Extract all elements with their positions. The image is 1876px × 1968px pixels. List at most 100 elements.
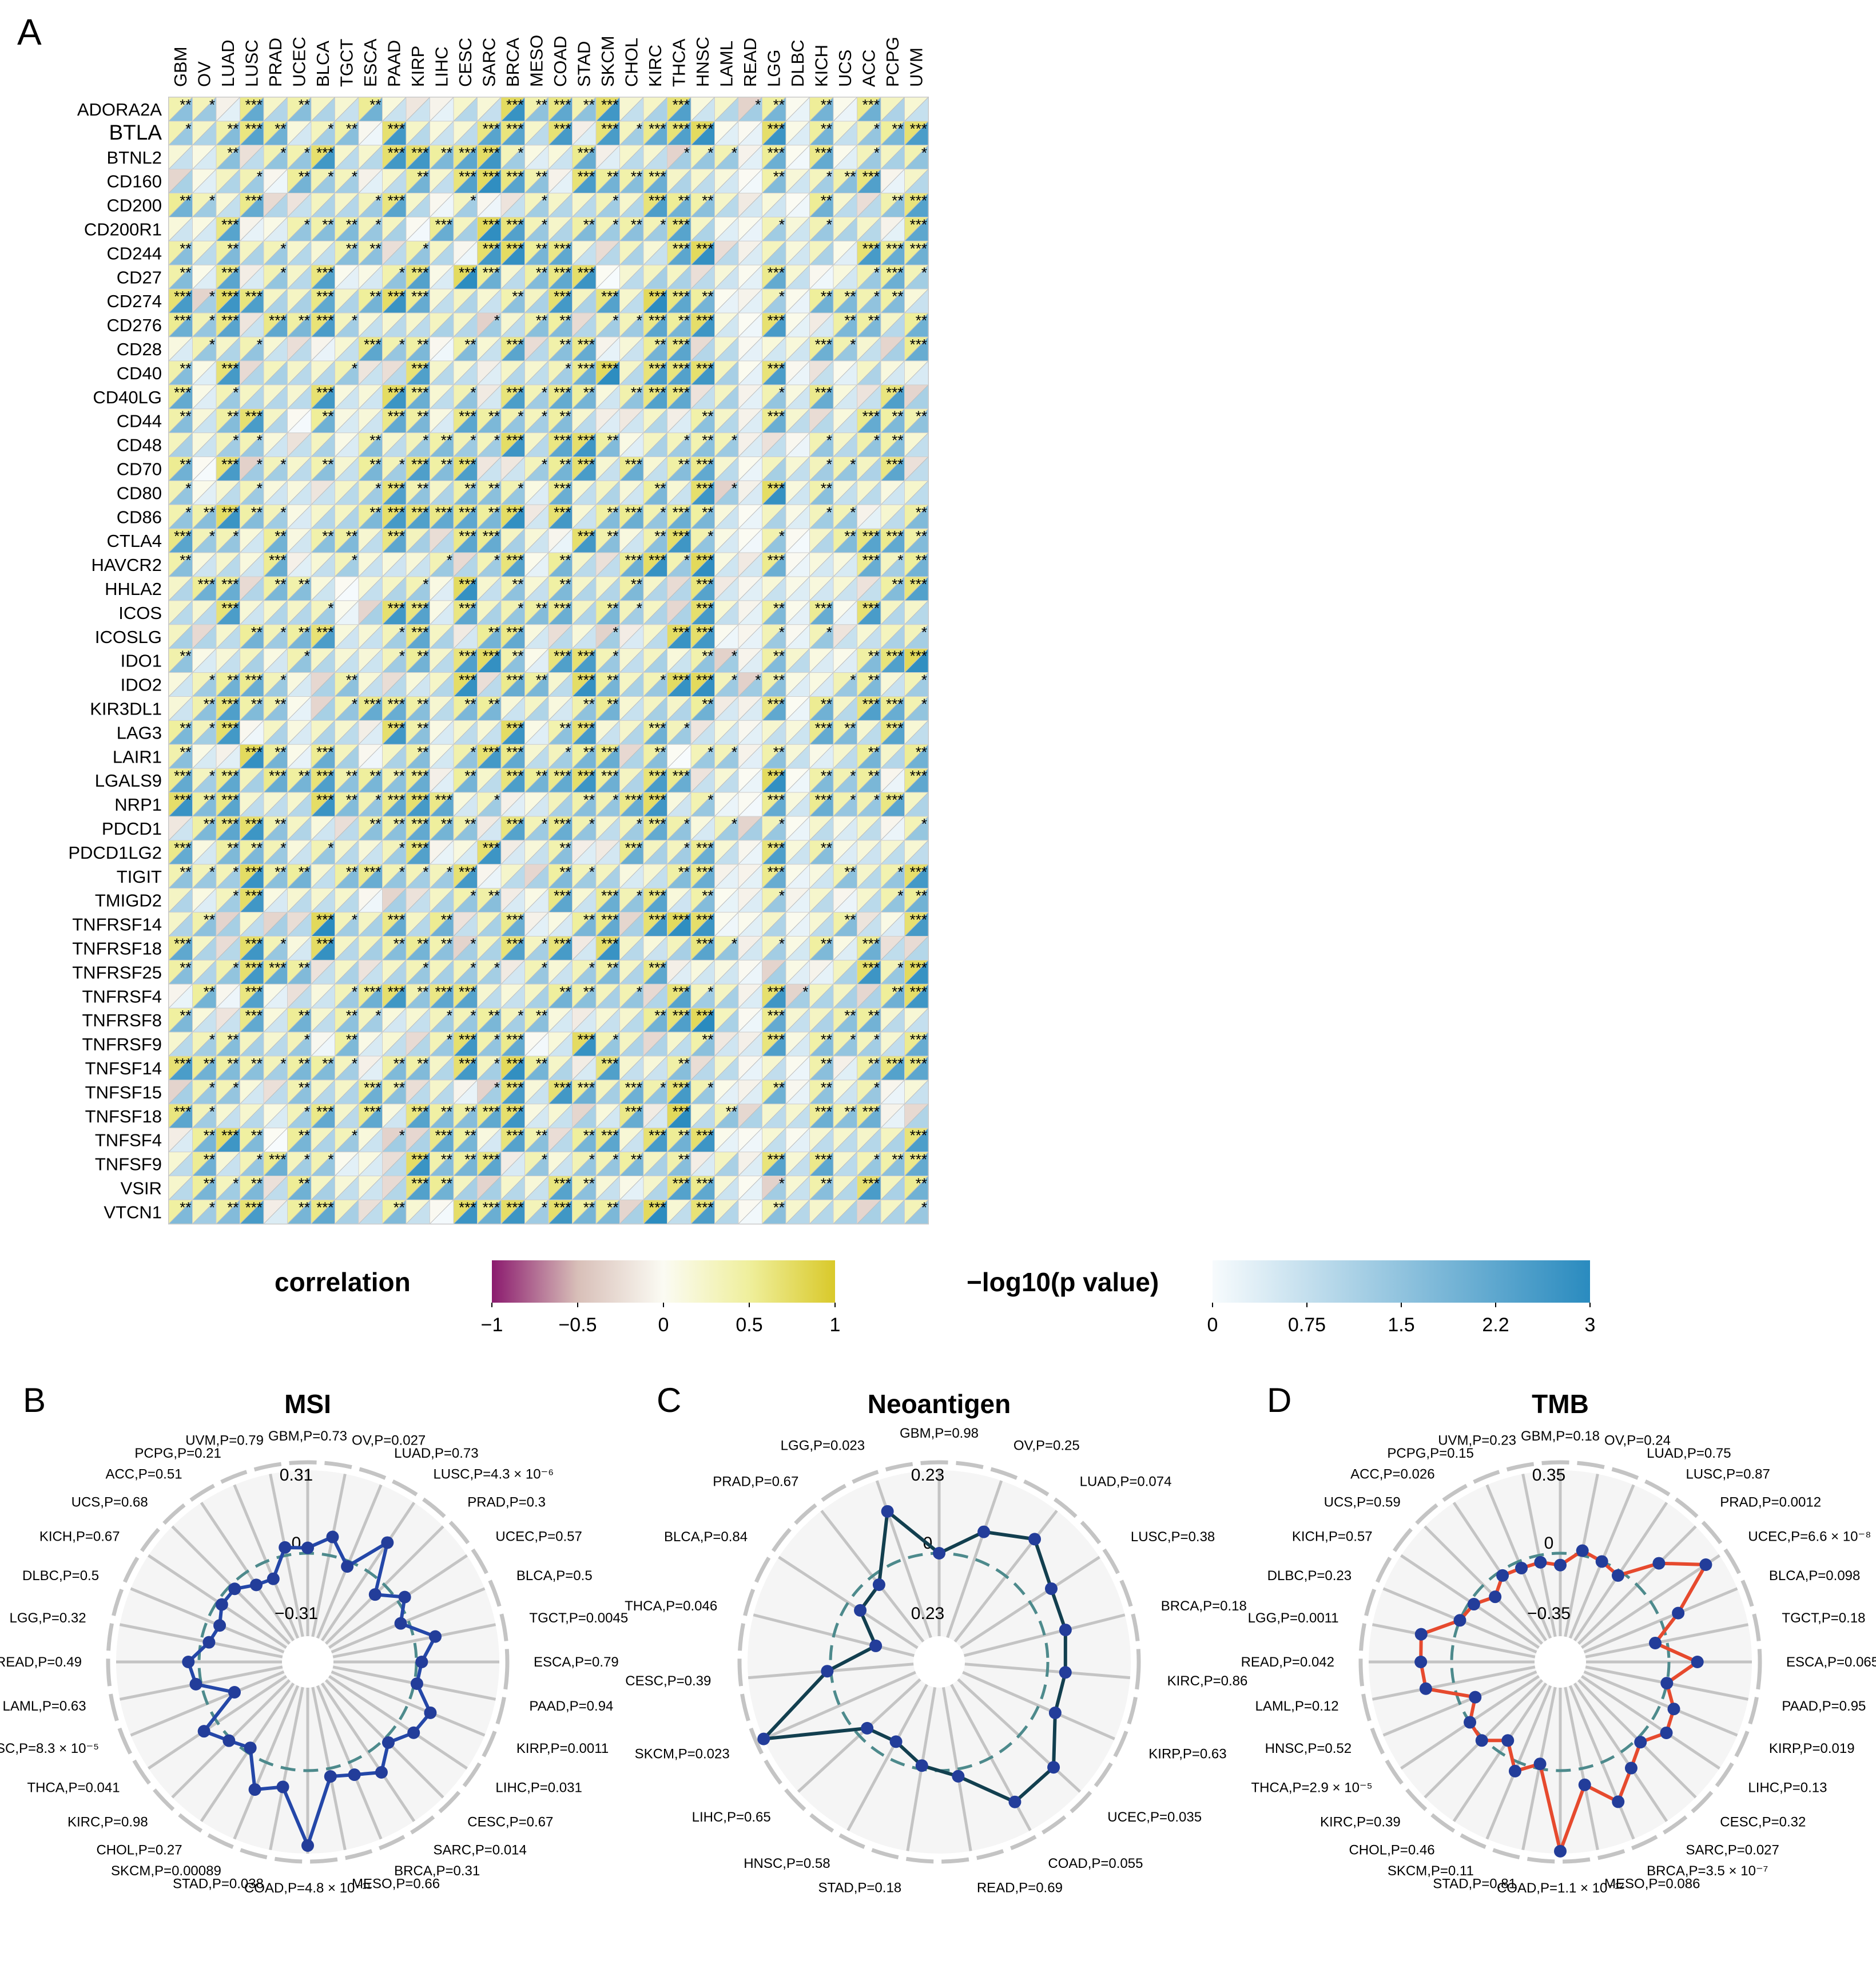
heatmap-cell	[548, 1056, 573, 1081]
significance-marker: *	[280, 672, 286, 689]
significance-marker: ***	[411, 503, 428, 521]
significance-marker: *	[352, 696, 357, 713]
significance-marker: *	[185, 120, 191, 137]
significance-marker: ***	[768, 264, 785, 281]
heatmap-cell: ***	[216, 719, 240, 745]
heatmap-cell	[216, 744, 240, 769]
significance-marker: *	[399, 1127, 405, 1144]
heatmap-cell: **	[335, 527, 359, 553]
heatmap-cell: *	[216, 384, 240, 410]
heatmap-cell: ***	[667, 288, 691, 314]
heatmap-cell: ***	[762, 360, 786, 386]
heatmap-cell: **	[690, 648, 715, 673]
cancer-column-label: COAD	[550, 35, 570, 87]
heatmap-cell: *	[192, 719, 217, 745]
heatmap-cell	[785, 792, 810, 817]
significance-marker: ***	[886, 456, 903, 473]
heatmap-cell: *	[762, 384, 786, 410]
heatmap-cell	[358, 912, 383, 937]
radar-point	[1652, 1557, 1666, 1570]
significance-marker: *	[518, 1007, 523, 1024]
heatmap-cell: **	[809, 192, 834, 218]
heatmap-cell: **	[335, 1007, 359, 1033]
cancer-column-label: UVM	[906, 47, 926, 87]
heatmap-cell	[240, 217, 264, 241]
heatmap-cell: ***	[216, 360, 240, 386]
significance-marker: *	[874, 264, 880, 281]
heatmap-cell	[358, 1128, 383, 1153]
heatmap-cell	[809, 240, 834, 265]
radar-axis-label: THCA,P=2.9 × 10⁻⁵	[1251, 1780, 1373, 1795]
significance-marker: *	[280, 144, 286, 161]
heatmap-cell: *	[595, 648, 620, 673]
heatmap-cell: ***	[643, 288, 667, 314]
radar-axis-label: SKCM,P=0.11	[1388, 1863, 1474, 1879]
heatmap-cell	[430, 264, 454, 289]
heatmap-cell	[263, 1080, 288, 1105]
significance-marker: **	[299, 1127, 310, 1144]
heatmap-cell: ***	[192, 576, 217, 601]
significance-marker: **	[204, 815, 215, 832]
heatmap-cell: **	[572, 1127, 597, 1153]
significance-marker: ***	[554, 432, 571, 449]
heatmap-cell: ***	[643, 312, 667, 338]
heatmap-cell	[785, 1080, 810, 1105]
significance-marker: **	[322, 216, 333, 233]
neoantigen-radar-title: Neoantigen	[868, 1389, 1011, 1419]
heatmap-cell: **	[833, 168, 857, 194]
radar-axis-label: HNSC,P=8.3 × 10⁻⁵	[0, 1741, 99, 1756]
heatmap-cell: ***	[619, 1079, 644, 1105]
significance-marker: **	[702, 432, 713, 449]
significance-marker: ***	[768, 408, 785, 425]
heatmap-cell: *	[880, 551, 905, 577]
heatmap-cell: **	[524, 264, 549, 289]
heatmap-cell: **	[833, 863, 857, 889]
heatmap-cell: ***	[548, 887, 573, 913]
significance-marker: **	[180, 551, 191, 569]
heatmap-cell	[785, 1007, 810, 1033]
heatmap-cell	[382, 1007, 407, 1033]
heatmap-cell: ***	[311, 935, 335, 961]
heatmap-cell	[738, 1031, 762, 1057]
significance-marker: **	[180, 719, 191, 736]
heatmap-cell: *	[524, 384, 549, 410]
heatmap-cell	[216, 1104, 240, 1129]
heatmap-cell	[453, 720, 478, 745]
heatmap-cell: ***	[500, 1127, 525, 1153]
heatmap-cell	[714, 983, 739, 1009]
heatmap-cell	[785, 169, 810, 194]
significance-marker: **	[464, 767, 476, 784]
significance-marker: *	[755, 96, 761, 113]
radar-axis-label: PCPG,P=0.15	[1387, 1446, 1473, 1461]
heatmap-cell: **	[833, 288, 857, 314]
significance-marker: *	[209, 767, 215, 784]
radar-axis-label: CHOL,P=0.46	[1349, 1842, 1434, 1858]
significance-marker: **	[369, 767, 381, 784]
heatmap-cell	[477, 336, 502, 362]
significance-marker: *	[209, 312, 215, 329]
heatmap-cell	[548, 145, 573, 170]
significance-marker: **	[275, 863, 286, 880]
radar-axis-label: KICH,P=0.67	[39, 1529, 120, 1545]
heatmap-cell	[430, 193, 454, 218]
pvalue-legend-title: −log10(p value)	[967, 1267, 1159, 1297]
significance-marker: *	[921, 672, 927, 689]
significance-marker: *	[209, 1031, 215, 1048]
heatmap-cell: ***	[690, 863, 715, 889]
significance-marker: ***	[768, 144, 785, 161]
heatmap-cell	[738, 457, 762, 481]
heatmap-cell: *	[311, 600, 335, 625]
significance-marker: ***	[886, 719, 903, 736]
heatmap-cell: ***	[216, 815, 240, 841]
heatmap-cell	[833, 888, 857, 913]
gene-row-label: ADORA2A	[77, 100, 162, 120]
heatmap-cell	[785, 720, 810, 745]
heatmap-cell: **	[809, 1175, 834, 1200]
heatmap-cell	[168, 145, 193, 170]
significance-marker: *	[352, 1127, 357, 1144]
significance-marker: ***	[221, 1127, 239, 1144]
heatmap-cell	[833, 97, 857, 122]
heatmap-cell	[619, 528, 644, 553]
significance-marker: ***	[886, 648, 903, 665]
heatmap-cell	[477, 457, 502, 481]
